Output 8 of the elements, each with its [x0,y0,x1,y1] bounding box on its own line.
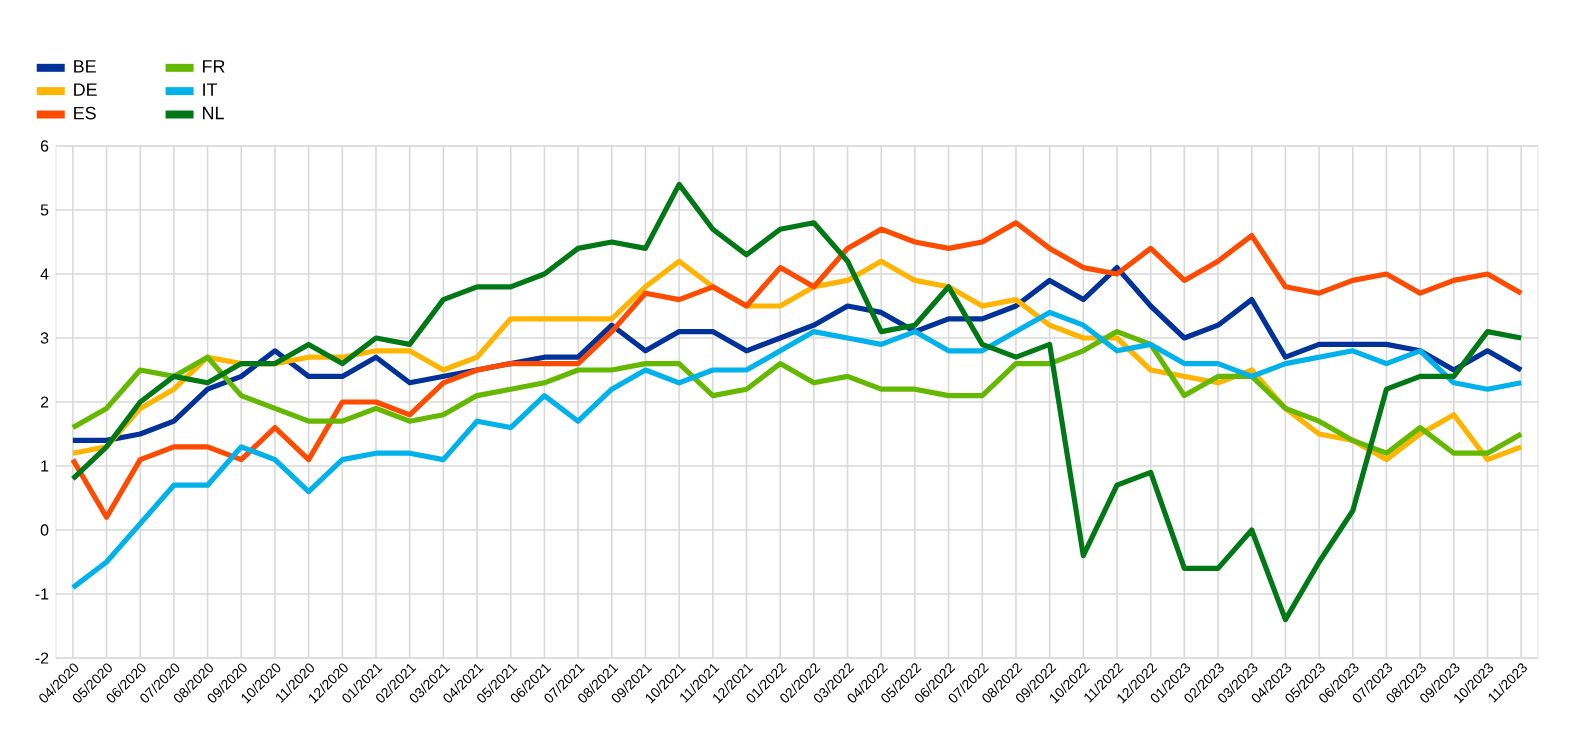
legend-label: IT [203,83,218,96]
line-series [70,181,1524,623]
legend-label: BE [74,60,96,73]
legend-label: DE [74,83,97,96]
line-series [70,329,1524,456]
legend-label: FR [203,60,225,73]
legend-label: ES [74,106,96,120]
legend-label: NL [203,106,224,120]
